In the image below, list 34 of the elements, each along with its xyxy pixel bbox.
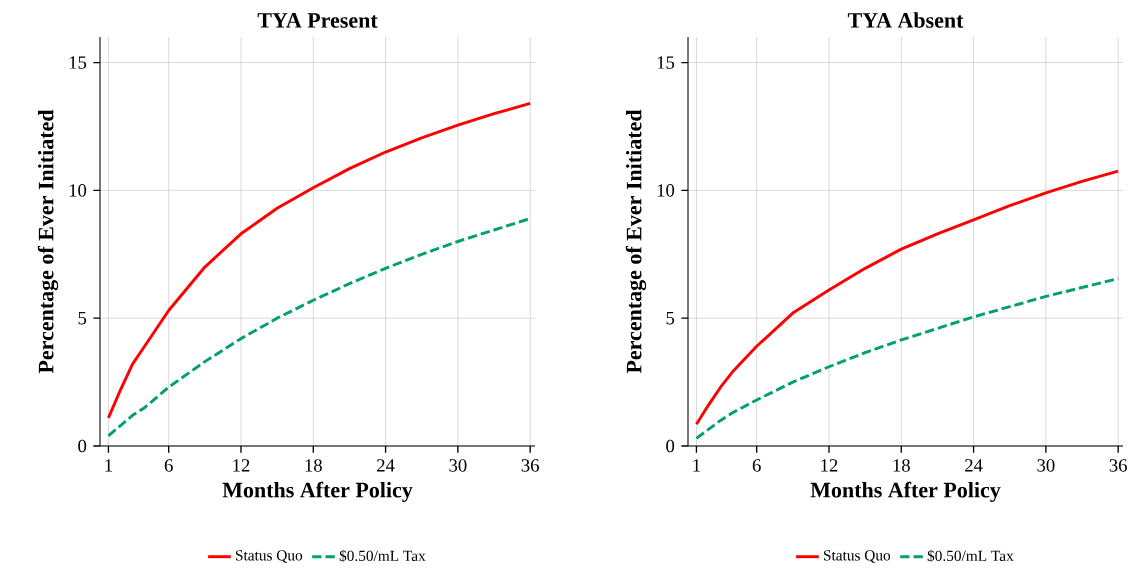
y-tick-label: 5: [78, 311, 87, 325]
y-tick-label: 0: [78, 439, 87, 453]
x-tick-label: 18: [893, 459, 910, 472]
legend-label: $0.50/mL Tax: [927, 549, 1014, 563]
x-tick-label: 36: [521, 459, 539, 472]
y-axis-title: Percentage of Ever Initiated: [37, 109, 59, 374]
x-tick-label: 12: [233, 459, 250, 472]
y-tick-label: 10: [69, 184, 87, 197]
chart-title: TYA Absent: [847, 12, 964, 28]
x-tick-label: 12: [821, 459, 838, 472]
x-axis-title: Months After Policy: [222, 481, 413, 503]
line-series: [694, 169, 1120, 426]
x-tick-label: 18: [305, 459, 322, 472]
x-tick-label: 1: [693, 459, 700, 472]
y-tick-label: 0: [666, 439, 675, 453]
legend-label: $0.50/mL Tax: [339, 549, 426, 563]
x-tick-label: 30: [1037, 459, 1055, 472]
x-tick-label: 6: [164, 459, 173, 472]
y-tick-label: 15: [657, 56, 675, 69]
y-axis-title: Percentage of Ever Initiated: [625, 109, 647, 374]
y-tick-label: 10: [657, 184, 675, 197]
chart-title: TYA Present: [257, 13, 378, 28]
y-tick-label: 5: [666, 311, 675, 325]
x-tick-label: 36: [1109, 459, 1127, 472]
x-tick-label: 6: [752, 459, 761, 472]
x-tick-label: 30: [449, 459, 467, 472]
x-axis-title: Months After Policy: [810, 481, 1001, 503]
x-tick-label: 24: [377, 459, 395, 472]
y-tick-label: 15: [69, 56, 87, 69]
x-tick-label: 1: [105, 459, 112, 472]
legend-label: Status Quo: [236, 550, 303, 563]
legend-label: Status Quo: [824, 550, 891, 563]
x-tick-label: 24: [965, 459, 983, 472]
line-series: [106, 101, 532, 420]
